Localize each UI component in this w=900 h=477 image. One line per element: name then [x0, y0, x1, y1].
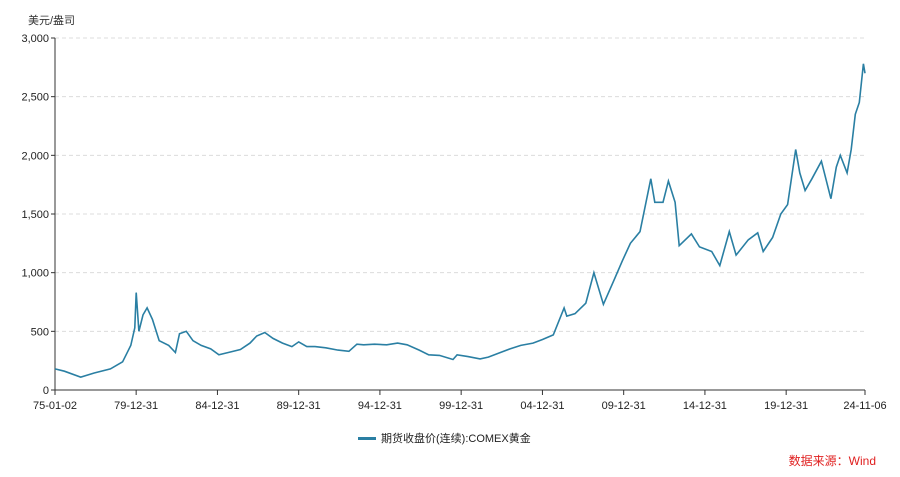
y-axis-unit-label: 美元/盎司 — [28, 15, 76, 27]
x-tick-label: 89-12-31 — [277, 400, 321, 412]
axes — [51, 37, 866, 395]
y-tick-label: 500 — [31, 326, 49, 338]
x-tick-label: 04-12-31 — [520, 400, 564, 412]
y-tick-label: 3,000 — [21, 33, 49, 45]
y-tick-label: 2,000 — [21, 150, 49, 162]
y-tick-label: 2,500 — [21, 92, 49, 104]
data-source-note: 数据来源：Wind — [788, 454, 876, 468]
legend-swatch — [358, 436, 376, 440]
x-tick-label: 24-11-06 — [843, 400, 886, 412]
x-tick-label: 14-12-31 — [683, 400, 727, 412]
x-tick-label: 19-12-31 — [764, 400, 808, 412]
x-tick-label: 84-12-31 — [195, 400, 239, 412]
series-line-comex-gold — [54, 63, 866, 378]
x-tick-label: 75-01-02 — [33, 400, 77, 412]
y-tick-label: 0 — [43, 385, 49, 397]
tick-labels: 0 500 1,000 1,500 2,000 2,500 3,000 75-01-02 79-… — [21, 33, 886, 412]
x-tick-label: 09-12-31 — [602, 400, 646, 412]
x-tick-label: 94-12-31 — [358, 400, 402, 412]
gridlines — [55, 37, 865, 332]
y-tick-label: 1,500 — [21, 209, 49, 221]
legend-label: 期货收盘价(连续):COMEX黄金 — [381, 433, 531, 445]
x-tick-label: 99-12-31 — [439, 400, 483, 412]
y-tick-label: 1,000 — [21, 268, 49, 280]
x-tick-label: 79-12-31 — [114, 400, 158, 412]
legend[interactable]: 期货收盘价(连续):COMEX黄金 — [358, 430, 531, 446]
